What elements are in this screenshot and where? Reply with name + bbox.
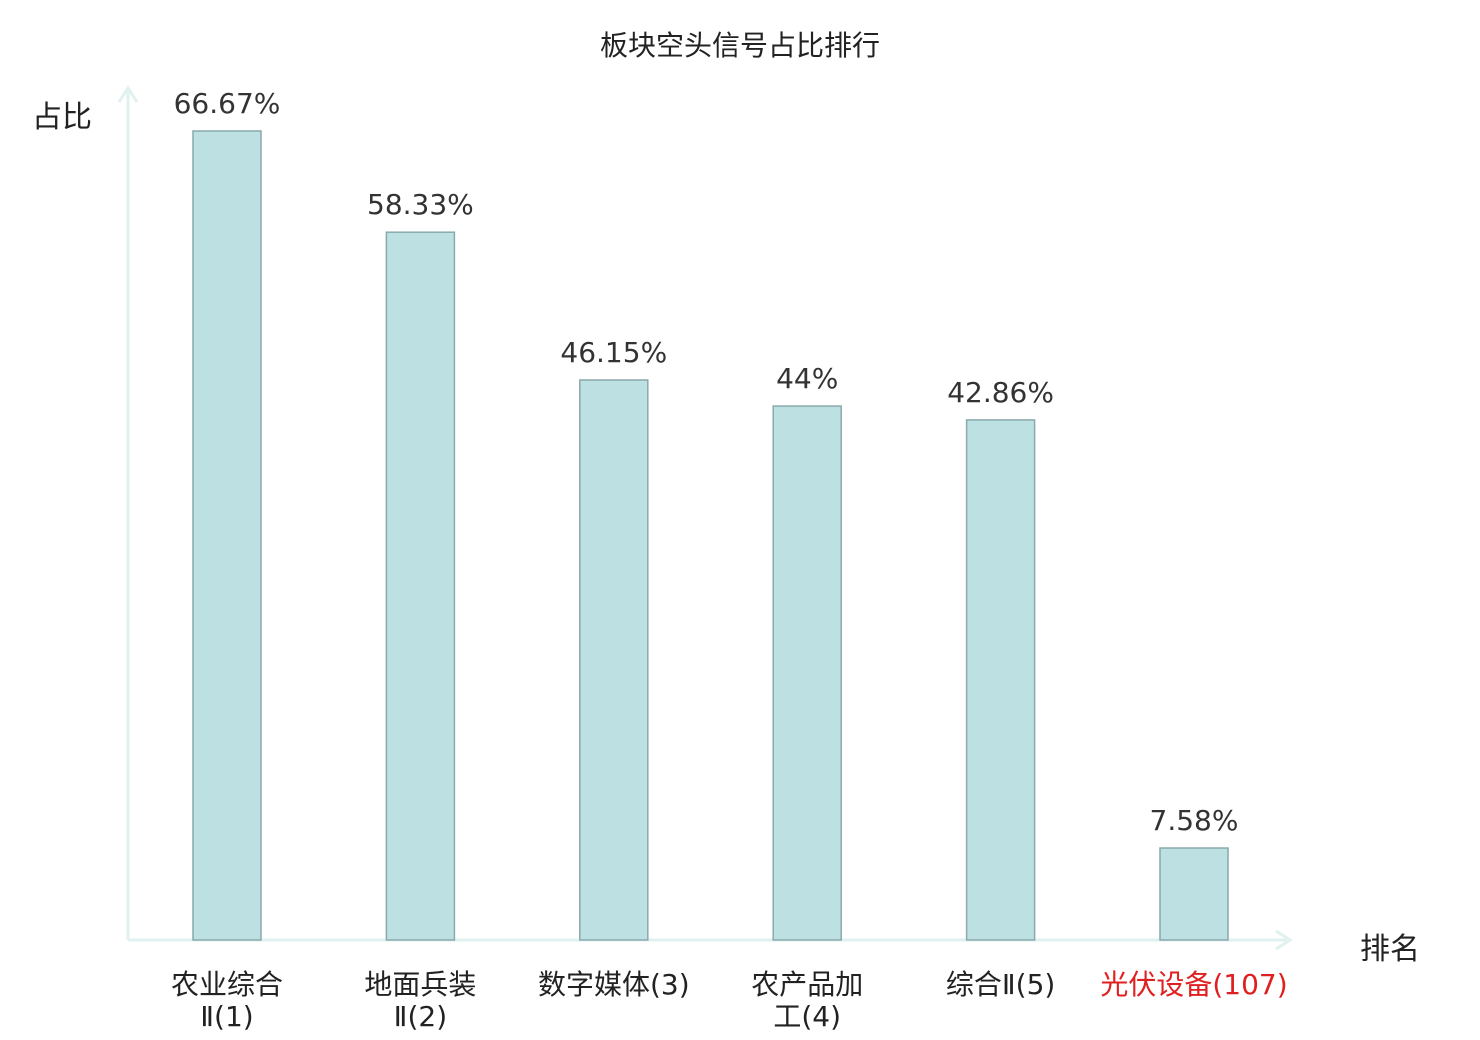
y-axis-arrow — [117, 85, 139, 103]
bar-value-label: 7.58% — [1150, 804, 1239, 837]
bar — [965, 419, 1036, 941]
x-tick-label: 综合Ⅱ(5) — [946, 968, 1055, 1001]
y-axis-label: 占比 — [32, 100, 92, 135]
x-tick-label: 数字媒体(3) — [538, 968, 690, 1001]
bar-value-label: 46.15% — [560, 336, 667, 369]
chart-title: 板块空头信号占比排行 — [599, 29, 880, 62]
x-tick-label: 工(4) — [773, 1000, 841, 1033]
bar — [772, 405, 842, 941]
bar-value-label: 44% — [776, 362, 838, 395]
x-tick-label: Ⅱ(1) — [200, 1000, 253, 1033]
bar-value-label: 42.86% — [947, 376, 1054, 409]
bar-value-label: 58.33% — [367, 188, 474, 221]
x-tick-label: 农产品加 — [751, 968, 863, 1001]
bar — [1159, 847, 1229, 941]
x-tick-label: Ⅱ(2) — [394, 1000, 447, 1033]
x-tick-label: 光伏设备(107) — [1100, 968, 1287, 1001]
bar — [192, 130, 262, 941]
x-tick-label: 农业综合 — [171, 968, 283, 1001]
x-axis-arrow — [1275, 929, 1293, 951]
bar — [385, 231, 456, 941]
bar-value-label: 66.67% — [174, 87, 281, 120]
x-axis-label: 排名 — [1360, 932, 1420, 967]
bar — [579, 379, 649, 941]
x-tick-label: 地面兵装 — [364, 968, 476, 1001]
